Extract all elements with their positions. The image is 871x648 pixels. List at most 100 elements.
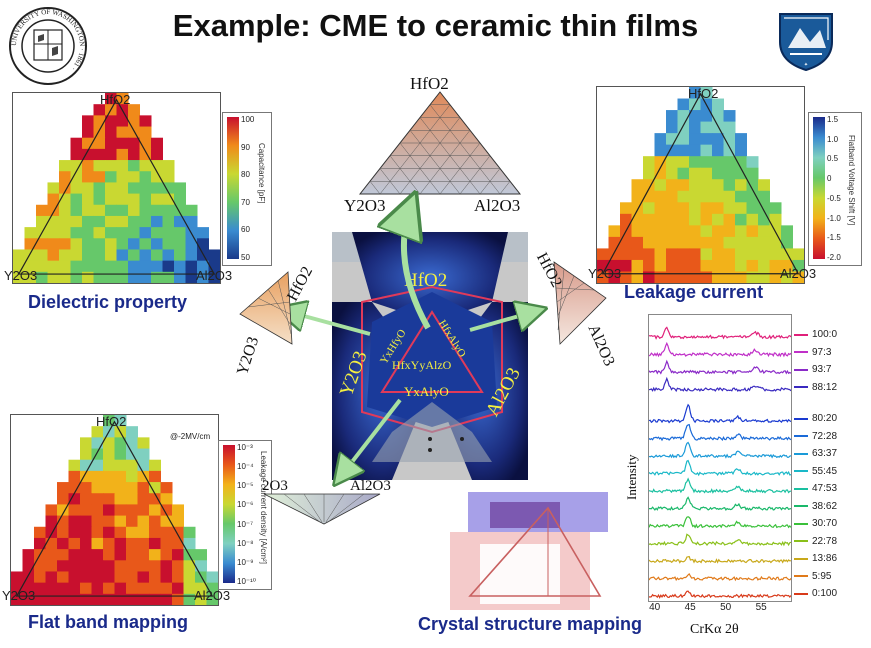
map-cell (781, 236, 793, 249)
map-cell (93, 182, 106, 195)
flatband-right-label: Al2O3 (194, 588, 231, 603)
map-cell (723, 213, 736, 226)
map-cell (91, 526, 104, 539)
map-cell (34, 526, 46, 539)
map-cell (137, 493, 150, 505)
map-cell (68, 482, 81, 494)
map-cell (22, 582, 35, 595)
map-cell (57, 537, 69, 550)
map-cell (654, 236, 667, 249)
map-cell (137, 459, 150, 472)
map-cell (47, 182, 60, 195)
map-cell (126, 593, 138, 606)
map-cell (746, 271, 759, 284)
map-cell (139, 148, 152, 161)
map-cell (103, 593, 115, 606)
map-cell (114, 415, 127, 427)
xrd-series-label: 55:45 (794, 466, 837, 477)
map-cell (712, 133, 724, 146)
map-cell (185, 215, 198, 228)
map-cell (700, 87, 713, 100)
map-cell (712, 236, 724, 249)
map-cell (597, 271, 609, 284)
map-cell (128, 260, 140, 273)
map-cell (160, 549, 173, 561)
map-cell (34, 593, 46, 606)
map-cell (149, 593, 161, 606)
map-cell (70, 171, 83, 183)
map-cell (689, 133, 701, 146)
map-cell (723, 156, 736, 169)
map-cell (114, 493, 127, 505)
map-cell (208, 260, 221, 273)
map-cell (174, 204, 186, 217)
map-cell (700, 271, 713, 284)
map-cell (139, 260, 152, 273)
map-cell (105, 249, 117, 262)
map-cell (114, 571, 127, 584)
map-cell (128, 193, 140, 206)
map-cell (197, 227, 209, 239)
map-cell (70, 193, 83, 206)
map-cell (82, 126, 94, 139)
colorbar-tick: 10⁻⁶ (237, 500, 254, 510)
map-cell (712, 98, 724, 111)
dielectric-colorbar: 100 90 80 70 60 50 Capacitance [pF] (222, 112, 272, 266)
map-cell (68, 526, 81, 539)
map-cell (735, 236, 747, 249)
map-cell (82, 260, 94, 273)
map-cell (139, 271, 152, 284)
leakage-right-label: Al2O3 (780, 266, 817, 281)
map-cell (735, 213, 747, 226)
map-cell (139, 115, 152, 128)
xrd-legend-swatch (794, 522, 808, 525)
xrd-series-label: 93:7 (794, 364, 831, 375)
map-cell (208, 271, 221, 284)
xrd-series-labels: 100:0 97:3 93:7 88:12 80:20 72:28 63:37 55:45 47… (794, 314, 854, 600)
map-cell (666, 190, 678, 203)
dielectric-caption: Dielectric property (28, 292, 188, 312)
map-cell (162, 215, 175, 228)
xrd-series-label: 0:100 (794, 588, 837, 599)
map-cell (45, 560, 58, 572)
map-cell (174, 271, 186, 284)
colorbar-tick: 0.5 (827, 154, 839, 164)
map-cell (195, 571, 207, 584)
map-cell (82, 115, 94, 128)
map-cell (128, 160, 140, 172)
photo-yalo-label: YxAlyO (404, 384, 449, 399)
map-cell (700, 236, 713, 249)
map-cell (769, 213, 782, 226)
map-cell (137, 482, 150, 494)
map-cell (105, 160, 117, 172)
map-cell (735, 190, 747, 203)
map-cell (712, 156, 724, 169)
map-cell (631, 190, 644, 203)
colorbar-tick: 1.0 (827, 134, 839, 144)
map-cell (689, 190, 701, 203)
map-cell (139, 227, 152, 239)
map-cell (723, 121, 736, 134)
xrd-legend-swatch (794, 351, 808, 353)
map-cell (45, 515, 58, 528)
map-cell (151, 260, 163, 273)
map-cell (82, 215, 94, 228)
map-cell (151, 148, 163, 161)
map-cell (91, 448, 104, 461)
map-cell (70, 215, 83, 228)
xrd-series-label: 97:3 (794, 347, 831, 358)
map-cell (149, 515, 161, 528)
map-cell (80, 560, 92, 572)
xrd-legend-swatch (794, 505, 808, 507)
colorbar-tick: 70 (241, 197, 250, 207)
map-cell (712, 202, 724, 215)
bottom-binary-triangle (262, 492, 382, 526)
map-cell (103, 560, 115, 572)
map-cell (758, 271, 770, 284)
map-cell (128, 249, 140, 262)
map-cell (149, 537, 161, 550)
ternary-right-label: Al2O3 (474, 196, 521, 215)
colorbar-gradient (223, 445, 235, 583)
map-cell (666, 213, 678, 226)
map-cell (162, 204, 175, 217)
